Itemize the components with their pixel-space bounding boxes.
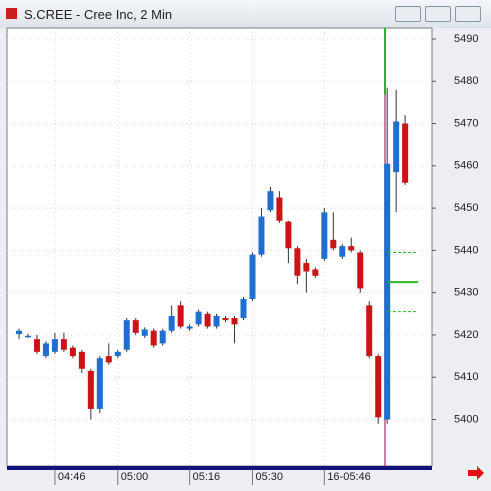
candle-body [51, 339, 58, 352]
candle-body [330, 239, 337, 249]
app-icon [6, 8, 17, 19]
candle-body [240, 299, 247, 319]
candle-body [285, 221, 292, 249]
candle-body [384, 163, 391, 420]
window-title: S.CREE - Cree Inc, 2 Min [24, 7, 173, 22]
candle-body [177, 305, 184, 327]
y-tick-label: 5410 [454, 371, 478, 383]
x-tick-label: 16-05:46 [327, 471, 370, 483]
candle-body [69, 347, 76, 357]
candle-body [348, 246, 355, 251]
candle-body [24, 335, 31, 338]
candle-body [168, 315, 175, 331]
title-bar: S.CREE - Cree Inc, 2 Min [0, 0, 491, 28]
candle-body [87, 370, 94, 409]
candle-body [204, 313, 211, 327]
candle-body [96, 358, 103, 409]
candle-body [258, 216, 265, 255]
x-tick-label: 05:30 [255, 471, 283, 483]
candle-body [132, 320, 139, 333]
scroll-arrow[interactable] [468, 466, 484, 480]
candle-body [339, 246, 346, 257]
candle-body [249, 254, 256, 300]
candle-body [276, 197, 283, 221]
candle-body [114, 351, 121, 357]
candle-body [312, 269, 319, 276]
y-tick-label: 5460 [454, 160, 478, 172]
candle-body [222, 318, 229, 321]
y-tick-label: 5470 [454, 117, 478, 129]
candle-body [213, 315, 220, 327]
x-tick-label: 05:16 [193, 471, 221, 483]
candle-body [141, 329, 148, 336]
candle-body [123, 320, 130, 350]
x-tick-label: 04:46 [58, 471, 86, 483]
y-tick-label: 5430 [454, 287, 478, 299]
candle-body [321, 212, 328, 259]
y-tick-label: 5490 [454, 33, 478, 45]
candle-body [150, 330, 157, 346]
candle-body [195, 311, 202, 325]
y-tick-label: 5400 [454, 413, 478, 425]
maximize-button[interactable] [425, 6, 451, 22]
y-tick-label: 5420 [454, 329, 478, 341]
candle-body [231, 318, 238, 325]
candle-body [294, 248, 301, 276]
y-tick-label: 5450 [454, 202, 478, 214]
candle-body [60, 339, 67, 350]
close-button[interactable] [455, 6, 481, 22]
minimize-button[interactable] [395, 6, 421, 22]
x-tick-label: 05:00 [121, 471, 149, 483]
candle-body [303, 263, 310, 272]
plot-area [6, 27, 433, 467]
candle-body [159, 330, 166, 344]
y-tick-label: 5440 [454, 244, 478, 256]
time-bar [7, 466, 432, 470]
candle-body [366, 305, 373, 357]
candle-body [402, 123, 409, 183]
candle-body [267, 191, 274, 211]
y-tick-label: 5480 [454, 75, 478, 87]
candle-body [393, 121, 400, 173]
candle-body [375, 356, 382, 418]
candle-body [16, 330, 22, 335]
candle-body [357, 252, 364, 289]
candle-body [105, 356, 112, 363]
candle-body [186, 326, 193, 329]
candle-body [78, 351, 85, 369]
candle-body [42, 343, 49, 357]
candle-body [33, 339, 40, 352]
